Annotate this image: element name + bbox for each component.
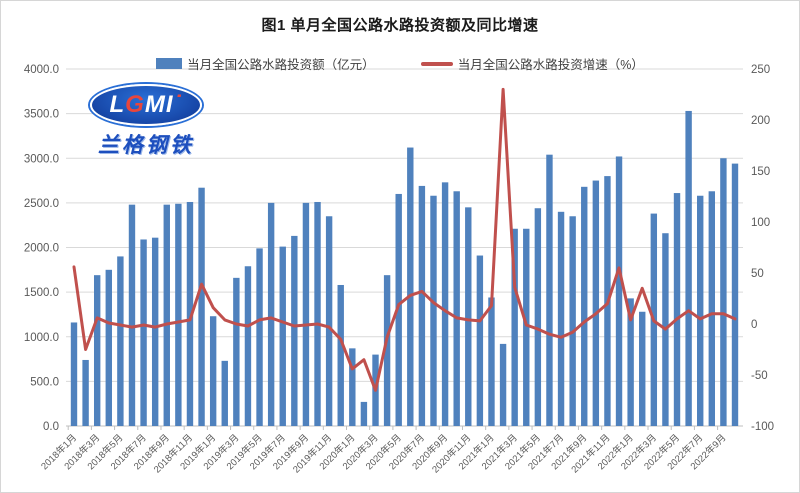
legend-line-swatch bbox=[420, 61, 453, 66]
y-left-tick-label: 4000.0 bbox=[24, 64, 59, 76]
investment-bar bbox=[117, 256, 124, 426]
investment-bar bbox=[349, 348, 356, 426]
y-left-tick-label: 3000.0 bbox=[24, 153, 59, 165]
investment-bar bbox=[314, 201, 321, 426]
investment-bar bbox=[175, 203, 182, 426]
y-right-tick-label: 200 bbox=[751, 115, 770, 127]
y-right-tick-label: 0 bbox=[751, 319, 757, 331]
investment-bar bbox=[291, 235, 298, 426]
investment-bar bbox=[627, 298, 634, 426]
investment-bar bbox=[82, 359, 89, 426]
investment-bar bbox=[476, 255, 484, 426]
y-right-tick-label: 50 bbox=[751, 268, 764, 280]
legend-bar-swatch bbox=[156, 58, 183, 69]
investment-bar bbox=[546, 154, 553, 426]
investment-bar bbox=[256, 248, 263, 426]
y-left-tick-label: 1500.0 bbox=[24, 287, 59, 299]
growth-line bbox=[72, 87, 737, 392]
investment-bar bbox=[383, 275, 391, 426]
investment-bar bbox=[488, 297, 495, 426]
investment-bar bbox=[395, 193, 402, 426]
investment-bar bbox=[708, 191, 716, 426]
investment-bar bbox=[430, 195, 437, 426]
investment-bar bbox=[569, 216, 576, 426]
y-left-tick-label: 2500.0 bbox=[24, 198, 59, 210]
y-right-tick-label: 100 bbox=[751, 217, 770, 229]
y-left-tick-label: 2000.0 bbox=[24, 243, 59, 255]
investment-bar bbox=[233, 277, 240, 426]
investment-bar bbox=[511, 228, 518, 426]
investment-bar bbox=[441, 182, 449, 426]
investment-bar bbox=[697, 195, 704, 426]
legend-item-growth: 当月全国公路水路投资增速（%） bbox=[420, 54, 644, 73]
investment-bar bbox=[418, 185, 426, 426]
investment-bar bbox=[93, 275, 101, 426]
investment-bar bbox=[639, 311, 646, 426]
investment-bar bbox=[140, 239, 147, 426]
investment-bar bbox=[557, 211, 565, 426]
y-left-tick-label: 1000.0 bbox=[24, 332, 59, 344]
investment-bar bbox=[325, 216, 333, 426]
investment-bar bbox=[163, 204, 170, 426]
investment-bar bbox=[685, 110, 692, 426]
investment-bar bbox=[267, 202, 275, 426]
investment-bar bbox=[453, 191, 460, 426]
investment-bar bbox=[673, 193, 681, 426]
investment-bar bbox=[186, 201, 194, 426]
investment-bar bbox=[592, 180, 600, 426]
investment-bar bbox=[465, 207, 472, 426]
investment-bar bbox=[128, 204, 136, 426]
investment-bar bbox=[499, 343, 507, 426]
investment-bar bbox=[615, 156, 623, 426]
y-left-tick-label: 3500.0 bbox=[24, 109, 59, 121]
y-right-tick-label: 250 bbox=[751, 64, 770, 76]
investment-bar bbox=[337, 284, 344, 426]
investment-bar bbox=[360, 401, 368, 426]
investment-bar bbox=[209, 316, 217, 426]
investment-bar bbox=[302, 202, 310, 426]
investment-bar bbox=[407, 147, 414, 427]
investment-bar bbox=[279, 246, 286, 426]
y-right-tick-label: -100 bbox=[751, 421, 774, 433]
investment-bar bbox=[221, 360, 228, 426]
investment-bar bbox=[720, 158, 727, 426]
y-right-tick-label: -50 bbox=[751, 370, 768, 382]
investment-bar bbox=[198, 187, 205, 426]
y-left-tick-label: 500.0 bbox=[30, 376, 59, 388]
legend-line-label: 当月全国公路水路投资增速（%） bbox=[457, 58, 644, 72]
investment-bar bbox=[523, 228, 530, 426]
y-left-tick-label: 0.0 bbox=[43, 421, 59, 433]
legend-bar-label: 当月全国公路水路投资额（亿元） bbox=[187, 58, 375, 72]
investment-bar bbox=[151, 237, 159, 426]
legend: 当月全国公路水路投资额（亿元） 当月全国公路水路投资增速（%） bbox=[1, 54, 799, 73]
investment-bar bbox=[731, 163, 739, 427]
investment-bar bbox=[244, 266, 252, 426]
investment-bar bbox=[581, 186, 588, 426]
y-right-tick-label: 150 bbox=[751, 166, 770, 178]
chart-title: 图1 单月全国公路水路投资额及同比增速 bbox=[261, 17, 539, 34]
investment-bar bbox=[70, 322, 78, 426]
legend-item-investment: 当月全国公路水路投资额（亿元） bbox=[156, 54, 375, 73]
investment-bar bbox=[534, 208, 542, 426]
investment-bar bbox=[105, 269, 112, 426]
